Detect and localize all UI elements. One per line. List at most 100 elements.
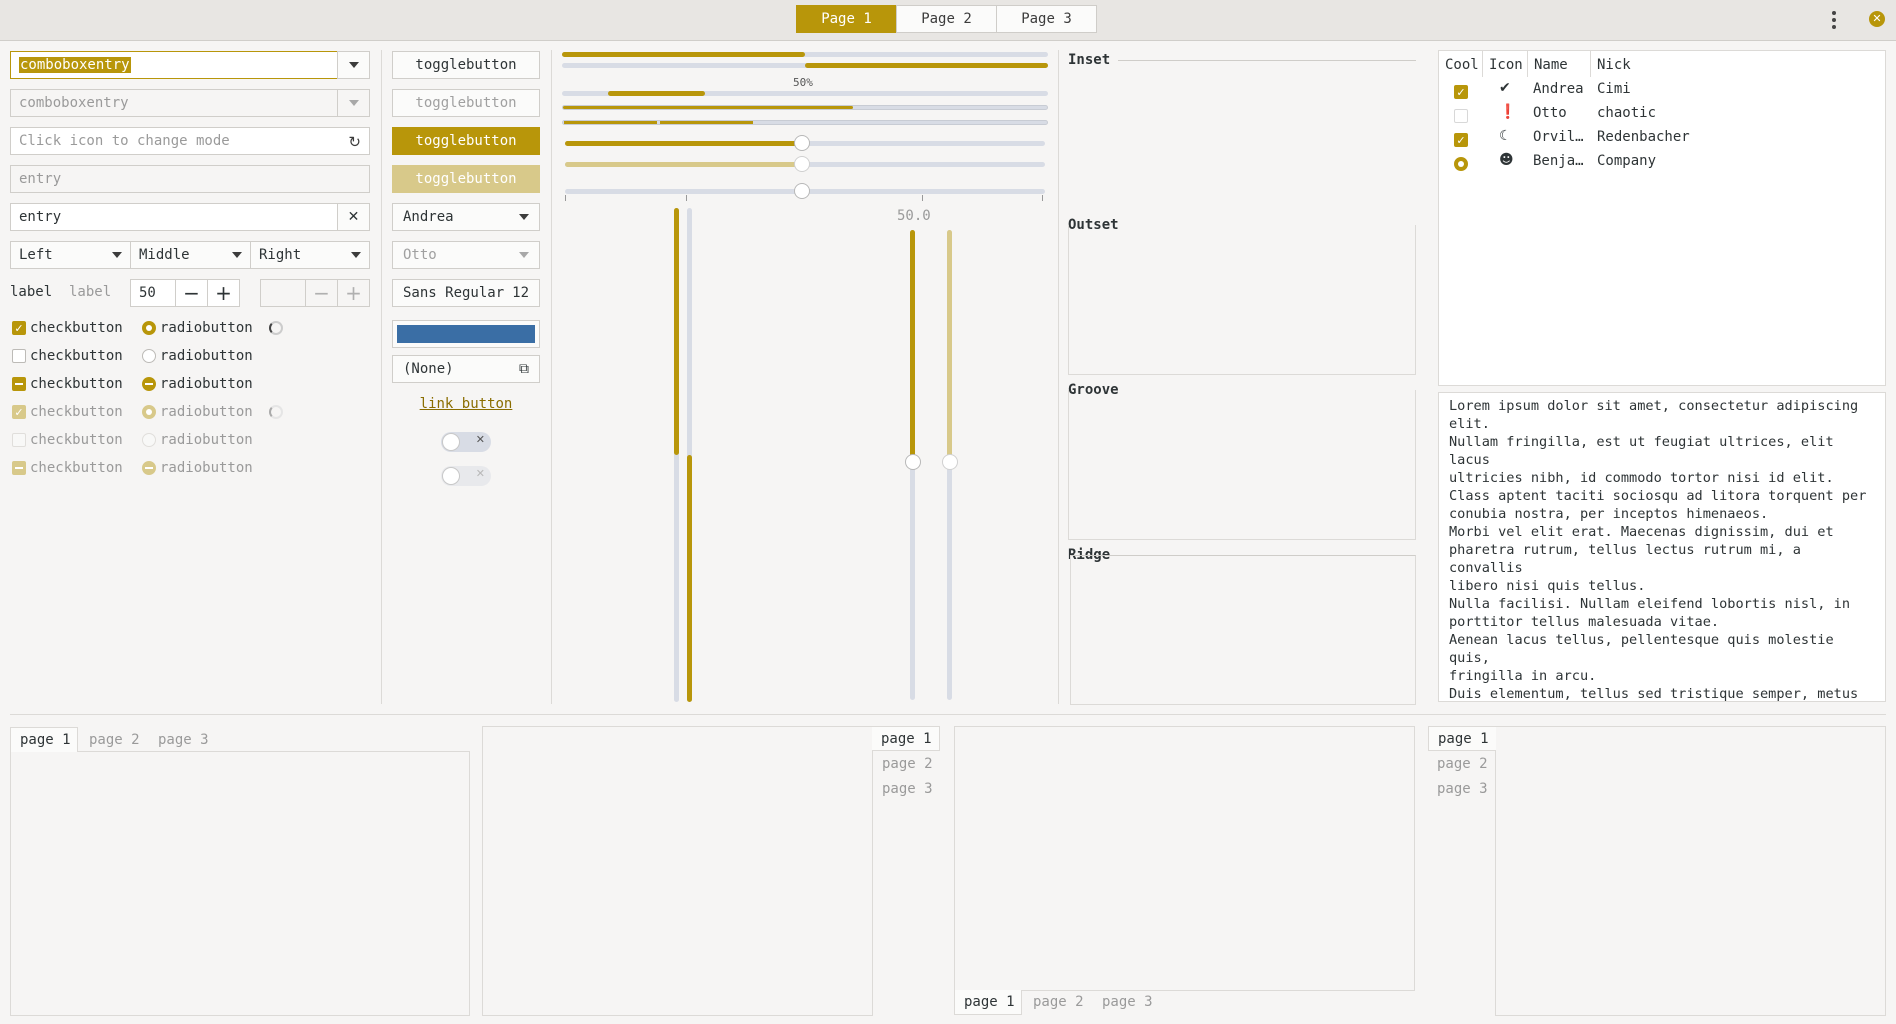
check-icon[interactable]: ✓: [1454, 85, 1468, 99]
plus-icon[interactable]: +: [207, 280, 239, 306]
frame-border: [1068, 225, 1416, 375]
radiobutton-checked[interactable]: radiobutton: [142, 320, 253, 336]
checkbox-icon: [12, 433, 26, 447]
table-row[interactable]: ☻ Benja… Company: [1439, 149, 1885, 173]
table-row[interactable]: ✓ ☾ Orvil… Redenbacher: [1439, 125, 1885, 149]
notebook-tab-page-2[interactable]: page 2: [89, 732, 140, 748]
togglebutton-active[interactable]: togglebutton: [392, 127, 540, 155]
notebook-tab-page-2[interactable]: page 2: [1437, 756, 1488, 772]
refresh-icon[interactable]: ↻: [348, 133, 361, 151]
minus-icon[interactable]: −: [175, 280, 207, 306]
combo-middle[interactable]: Middle: [130, 241, 251, 269]
notebook-tab-page-1[interactable]: page 1: [872, 726, 940, 751]
close-icon[interactable]: ✕: [1869, 11, 1885, 27]
color-button[interactable]: [392, 320, 540, 348]
alert-icon: ❗: [1499, 104, 1517, 120]
tree-view[interactable]: Cool Icon Name Nick ✓ ✔ Andrea Cimi ❗ Ot…: [1438, 50, 1886, 386]
combo-andrea[interactable]: Andrea: [392, 203, 540, 231]
checkbutton-mixed[interactable]: checkbutton: [12, 376, 123, 392]
entry-text: entry: [19, 209, 62, 225]
column-header-icon[interactable]: Icon: [1483, 51, 1528, 77]
combo-left[interactable]: Left: [10, 241, 131, 269]
switch-disabled: ✕: [441, 466, 491, 486]
radiobutton-mixed[interactable]: radiobutton: [142, 376, 253, 392]
radio-icon: [142, 349, 156, 363]
scale-knob[interactable]: [794, 135, 810, 151]
notebook-tab-page-1[interactable]: page 1: [954, 990, 1022, 1015]
font-button[interactable]: Sans Regular 12: [392, 279, 540, 307]
off-icon: ✕: [475, 467, 485, 480]
radiobutton-unchecked[interactable]: radiobutton: [142, 348, 253, 364]
minus-icon: −: [305, 280, 337, 306]
spin-value: 50: [139, 285, 156, 301]
combo-label: Otto: [403, 247, 437, 263]
checkbox-icon[interactable]: [1454, 109, 1468, 123]
notebook-tab-page-2[interactable]: page 2: [882, 756, 933, 772]
font-size: 12: [512, 285, 529, 301]
combo-right[interactable]: Right: [250, 241, 370, 269]
progress-fill: [805, 63, 1048, 68]
checkbutton-checked[interactable]: ✓ checkbutton: [12, 320, 123, 336]
kebab-menu-icon[interactable]: [1826, 10, 1842, 30]
clear-button[interactable]: ✕: [337, 203, 370, 231]
check-icon[interactable]: ✓: [1454, 133, 1468, 147]
notebook-tab-page-3[interactable]: page 3: [1102, 994, 1153, 1010]
moon-icon: ☾: [1499, 128, 1512, 144]
spin-button[interactable]: 50 − +: [130, 279, 240, 307]
checkbutton-label: checkbutton: [30, 320, 123, 336]
table-row[interactable]: ❗ Otto chaotic: [1439, 101, 1885, 125]
combo-right-label: Right: [259, 247, 302, 263]
tab-page-3[interactable]: Page 3: [996, 5, 1097, 33]
placeholder-text: entry: [19, 171, 62, 187]
scale-knob[interactable]: [794, 183, 810, 199]
icon-entry[interactable]: Click icon to change mode ↻: [10, 127, 370, 155]
vertical-scale-knob[interactable]: [905, 454, 921, 470]
progress-fill: [674, 208, 679, 455]
column-header-nick[interactable]: Nick: [1597, 57, 1631, 73]
scale-mark: [922, 195, 923, 201]
label-disabled: label: [69, 284, 112, 300]
notebook-left: [1495, 726, 1886, 1016]
tree-header: Cool Icon Name Nick: [1439, 51, 1885, 77]
checkbutton-label: checkbutton: [30, 460, 123, 476]
notebook-tab-page-1[interactable]: page 1: [1428, 726, 1496, 751]
column-header-cool[interactable]: Cool: [1439, 51, 1483, 77]
switch[interactable]: ✕: [441, 432, 491, 452]
togglebutton[interactable]: togglebutton: [392, 51, 540, 79]
frame-border: [1070, 555, 1416, 705]
scale-mark: [1042, 195, 1043, 201]
tab-page-1[interactable]: Page 1: [796, 5, 897, 33]
level-segment: [660, 121, 753, 124]
column-header-name[interactable]: Name: [1528, 51, 1591, 77]
combo-left-label: Left: [19, 247, 53, 263]
separator: [872, 751, 873, 1016]
checkbutton-label: checkbutton: [30, 348, 123, 364]
mixed-check-icon: [12, 377, 26, 391]
radio-icon[interactable]: [1454, 157, 1468, 171]
entry-field[interactable]: entry: [10, 203, 338, 231]
tab-page-2[interactable]: Page 2: [896, 5, 997, 33]
text-view[interactable]: Lorem ipsum dolor sit amet, consectetur …: [1438, 392, 1886, 702]
combobox-dropdown-button[interactable]: [337, 51, 370, 79]
notebook-tab-page-3[interactable]: page 3: [158, 732, 209, 748]
combobox-entry-focused[interactable]: comboboxentry: [10, 51, 338, 79]
level-bar: [562, 105, 1048, 110]
link-button[interactable]: link button: [419, 396, 513, 412]
notebook-tab-page-2[interactable]: page 2: [1033, 994, 1084, 1010]
font-name: Sans Regular: [403, 285, 505, 301]
level-segment: [564, 121, 657, 124]
notebook-tab-page-3[interactable]: page 3: [882, 781, 933, 797]
file-chooser-button[interactable]: (None) ⧉: [392, 355, 540, 383]
checkbutton-label: checkbutton: [30, 432, 123, 448]
combo-middle-label: Middle: [139, 247, 190, 263]
combobox-text: comboboxentry: [19, 95, 129, 111]
table-row[interactable]: ✓ ✔ Andrea Cimi: [1439, 77, 1885, 101]
checkbutton-checked-disabled: ✓ checkbutton: [12, 404, 123, 420]
notebook-tab-page-1[interactable]: page 1: [10, 727, 78, 752]
checkbutton-unchecked[interactable]: checkbutton: [12, 348, 123, 364]
notebook-tab-page-3[interactable]: page 3: [1437, 781, 1488, 797]
radiobutton-label: radiobutton: [160, 348, 253, 364]
radiobutton-label: radiobutton: [160, 432, 253, 448]
frame-border: [1068, 390, 1416, 540]
progress-bar-inverted: [562, 63, 1048, 68]
